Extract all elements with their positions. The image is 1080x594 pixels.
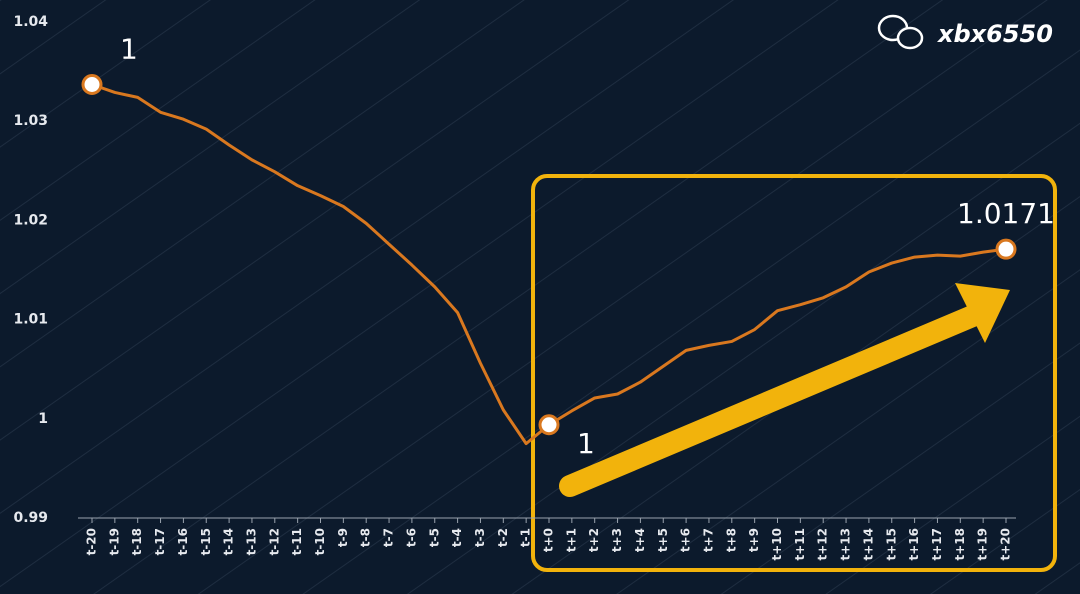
x-tick-label: t+6 — [679, 528, 693, 552]
arrow-head — [955, 283, 1010, 343]
watermark-icon — [877, 14, 924, 50]
x-tick-label: t-15 — [199, 528, 213, 555]
y-tick-label: 1 — [38, 411, 48, 427]
x-tick-label: t-16 — [176, 528, 190, 555]
point-marker — [81, 73, 103, 95]
x-tick-label: t+20 — [999, 528, 1013, 561]
x-tick-label: t-6 — [404, 528, 418, 547]
x-tick-label: t+13 — [839, 528, 853, 561]
y-tick-label: 1.03 — [13, 113, 48, 129]
x-tick-label: t-5 — [427, 528, 441, 547]
x-tick-label: t+4 — [633, 528, 647, 552]
x-tick-label: t+10 — [770, 528, 784, 561]
x-tick-label: t+12 — [816, 528, 830, 561]
x-tick-label: t+8 — [724, 528, 738, 552]
x-tick-label: t+9 — [747, 528, 761, 552]
x-tick-label: t+7 — [701, 528, 715, 552]
annotation: 1 — [120, 32, 138, 65]
x-tick-label: t+1 — [564, 528, 578, 552]
x-tick-label: t+3 — [610, 528, 624, 552]
x-tick-label: t-19 — [107, 528, 121, 555]
x-tick-label: t-10 — [313, 528, 327, 555]
y-tick-label: 1.04 — [13, 14, 48, 30]
x-tick-label: t-12 — [267, 528, 281, 555]
x-tick-label: t+15 — [884, 528, 898, 561]
x-tick-label: t-7 — [382, 528, 396, 547]
x-tick-label: t-8 — [359, 528, 373, 547]
x-tick-label: t-13 — [244, 528, 258, 555]
x-tick-label: t+18 — [953, 528, 967, 561]
x-tick-label: t-4 — [450, 528, 464, 547]
y-tick-label: 0.99 — [13, 510, 48, 526]
x-tick-label: t+14 — [861, 528, 875, 561]
watermark: xbx6550 — [937, 20, 1053, 48]
x-tick-label: t-9 — [336, 528, 350, 547]
x-tick-label: t+17 — [930, 528, 944, 561]
x-tick-label: t+5 — [656, 528, 670, 552]
y-tick-label: 1.02 — [13, 212, 48, 228]
x-tick-label: t+16 — [907, 528, 921, 561]
x-tick-label: t-2 — [496, 528, 510, 547]
x-tick-label: t-3 — [473, 528, 487, 547]
y-tick-label: 1.01 — [13, 312, 48, 328]
x-tick-label: t-20 — [85, 528, 99, 555]
x-tick-label: t+19 — [976, 528, 990, 561]
x-tick-label: t+11 — [793, 528, 807, 561]
point-marker — [995, 238, 1017, 260]
x-tick-label: t+0 — [542, 528, 556, 552]
x-tick-label: t-17 — [153, 528, 167, 555]
x-tick-label: t-1 — [519, 528, 533, 547]
highlight-box — [531, 174, 1057, 572]
x-tick-label: t+2 — [587, 528, 601, 552]
point-marker — [538, 414, 560, 436]
x-tick-label: t-11 — [290, 528, 304, 555]
annotation: 1.0171 — [957, 197, 1055, 230]
x-tick-label: t-14 — [222, 528, 236, 555]
x-tick-label: t-18 — [130, 528, 144, 555]
annotation: 1 — [577, 427, 595, 460]
arrow-shaft — [559, 304, 986, 497]
